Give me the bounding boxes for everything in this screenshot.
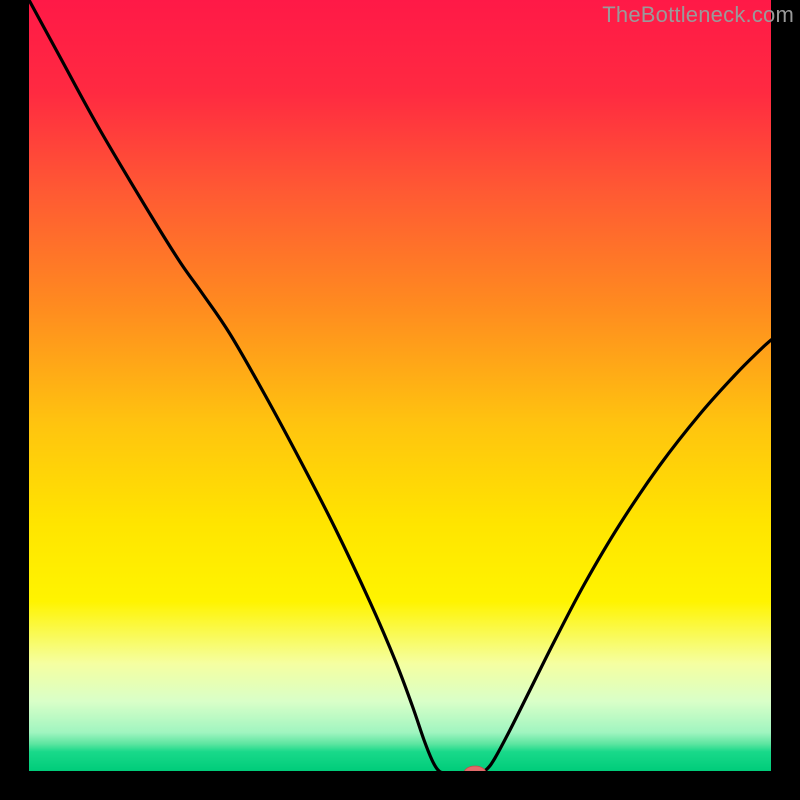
plot-background [29,0,771,771]
border-left [0,0,29,800]
chart-canvas [0,0,800,800]
border-bottom [0,771,800,800]
watermark-text: TheBottleneck.com [602,2,794,28]
border-right [771,0,800,800]
bottleneck-chart: TheBottleneck.com [0,0,800,800]
